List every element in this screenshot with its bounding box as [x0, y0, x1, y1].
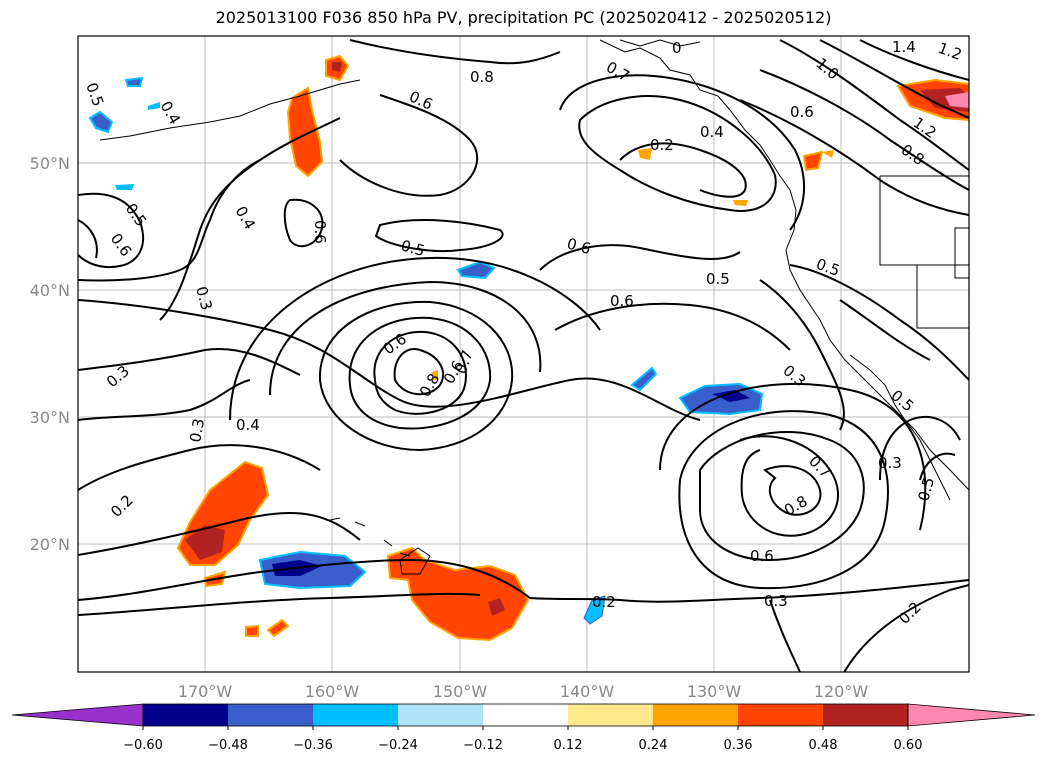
contour-label: 0.3 — [192, 284, 216, 312]
colorbar-segment — [228, 704, 313, 726]
colorbar-tick-label: 0.24 — [639, 738, 668, 753]
contour-label: 0.6 — [311, 220, 329, 244]
lon-label: 150°W — [433, 682, 488, 701]
longitude-labels: 170°W 160°W 150°W 140°W 130°W 120°W — [178, 682, 869, 701]
colorbar-tick-label: 0.36 — [724, 738, 753, 753]
contour-label: 0.8 — [470, 68, 494, 86]
figure-title: 2025013100 F036 850 hPa PV, precipitatio… — [215, 8, 832, 27]
colorbar-segment — [143, 704, 228, 726]
colorbar-tick-label: −0.12 — [463, 738, 503, 753]
colorbar-tick-label: 0.12 — [554, 738, 583, 753]
pv-contours — [78, 39, 969, 672]
contour-label: 0.5 — [914, 475, 938, 503]
contour-label: 0 — [672, 39, 682, 57]
lon-label: 170°W — [178, 682, 233, 701]
map-background — [78, 36, 969, 672]
colorbar-tick-label: −0.48 — [208, 738, 248, 753]
colorbar-outline — [142, 703, 909, 727]
contour-label: 0.6 — [750, 547, 774, 565]
map-frame — [77, 35, 970, 673]
colorbar-extend-low — [11, 703, 144, 727]
colorbar-tick-label: 0.48 — [809, 738, 838, 753]
colorbar-tick-label: −0.36 — [293, 738, 333, 753]
latitude-labels: 50°N 40°N 30°N 20°N — [30, 154, 70, 554]
colorbar-tick-label: −0.24 — [378, 738, 418, 753]
contour-label: 1.4 — [892, 38, 916, 56]
contour-label: 0.6 — [565, 234, 593, 258]
contour-label: 0.3 — [878, 454, 902, 472]
lon-label: 120°W — [814, 682, 869, 701]
colorbar-tick-label: −0.60 — [123, 738, 163, 753]
colorbar-extend-high — [907, 703, 1036, 727]
contour-label: 0.3 — [764, 592, 788, 610]
colorbar-segment — [823, 704, 908, 726]
contour-label: 0.5 — [399, 236, 427, 260]
lat-label: 20°N — [30, 535, 70, 554]
lat-label: 30°N — [30, 408, 70, 427]
lon-label: 160°W — [305, 682, 360, 701]
lon-label: 130°W — [687, 682, 742, 701]
contour-label: 0.3 — [186, 417, 208, 444]
colorbar-segment — [653, 704, 738, 726]
contour-label: 0.6 — [790, 103, 814, 121]
colorbar-labels: −0.60 −0.48 −0.36 −0.24 −0.12 0.12 0.24 0.36 0.4… — [123, 726, 922, 753]
colorbar-segment — [398, 704, 483, 726]
contour-label: 0.2 — [650, 136, 674, 154]
colorbar-segment — [568, 704, 653, 726]
contour-label: 0.5 — [706, 270, 730, 288]
colorbar-segment — [483, 704, 568, 726]
contour-label: 0.4 — [236, 416, 260, 434]
colorbar-tick-label: 0.60 — [894, 738, 923, 753]
lat-label: 40°N — [30, 281, 70, 300]
contour-label: 0.6 — [610, 292, 634, 310]
contour-label: 0.4 — [700, 123, 724, 141]
coastlines — [99, 39, 969, 575]
lat-label: 50°N — [30, 154, 70, 173]
lon-label: 140°W — [560, 682, 615, 701]
colorbar — [11, 703, 1036, 727]
colorbar-segment — [738, 704, 823, 726]
colorbar-segment — [313, 704, 398, 726]
contour-label: 0.2 — [592, 593, 616, 611]
